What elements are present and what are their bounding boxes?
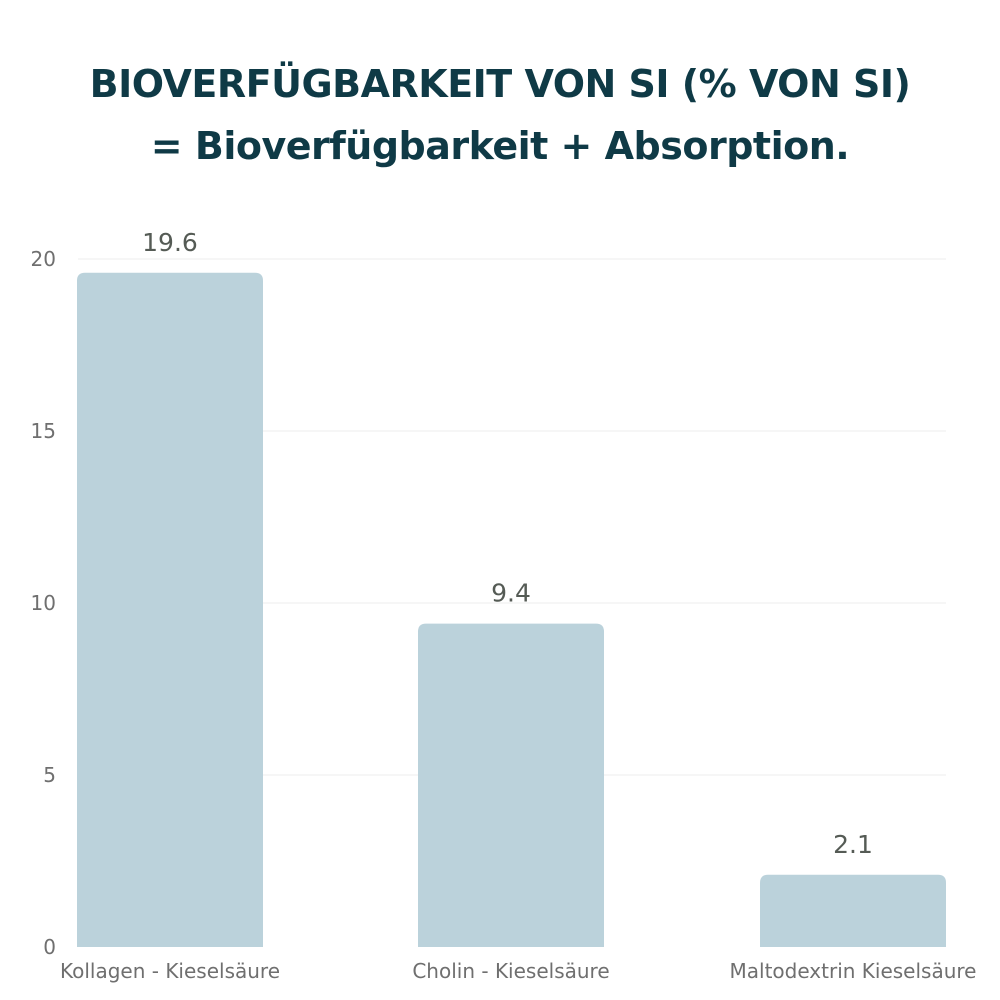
- category-label: Kollagen - Kieselsäure: [60, 959, 280, 983]
- y-tick-label: 0: [43, 935, 56, 959]
- bars: [77, 272, 946, 947]
- y-tick-label: 15: [31, 419, 56, 443]
- bar: [418, 623, 604, 947]
- value-label: 19.6: [142, 228, 198, 257]
- y-tick-label: 5: [43, 763, 56, 787]
- chart-title-line2: = Bioverfügbarkeit + Absorption.: [150, 124, 850, 168]
- y-tick-label: 10: [31, 591, 56, 615]
- category-label: Cholin - Kieselsäure: [412, 959, 609, 983]
- bar: [77, 272, 263, 947]
- y-axis-ticks: 0 5 10 15 20: [31, 247, 56, 959]
- chart-title-line1: BIOVERFÜGBARKEIT VON SI (% VON SI): [89, 62, 911, 106]
- category-labels: Kollagen - Kieselsäure Cholin - Kieselsäu…: [60, 959, 977, 983]
- bar: [760, 874, 946, 947]
- y-tick-label: 20: [31, 247, 56, 271]
- value-label: 9.4: [491, 579, 531, 608]
- value-labels: 19.6 9.4 2.1: [142, 228, 873, 859]
- category-label: Maltodextrin Kieselsäure: [730, 959, 977, 983]
- value-label: 2.1: [833, 830, 873, 859]
